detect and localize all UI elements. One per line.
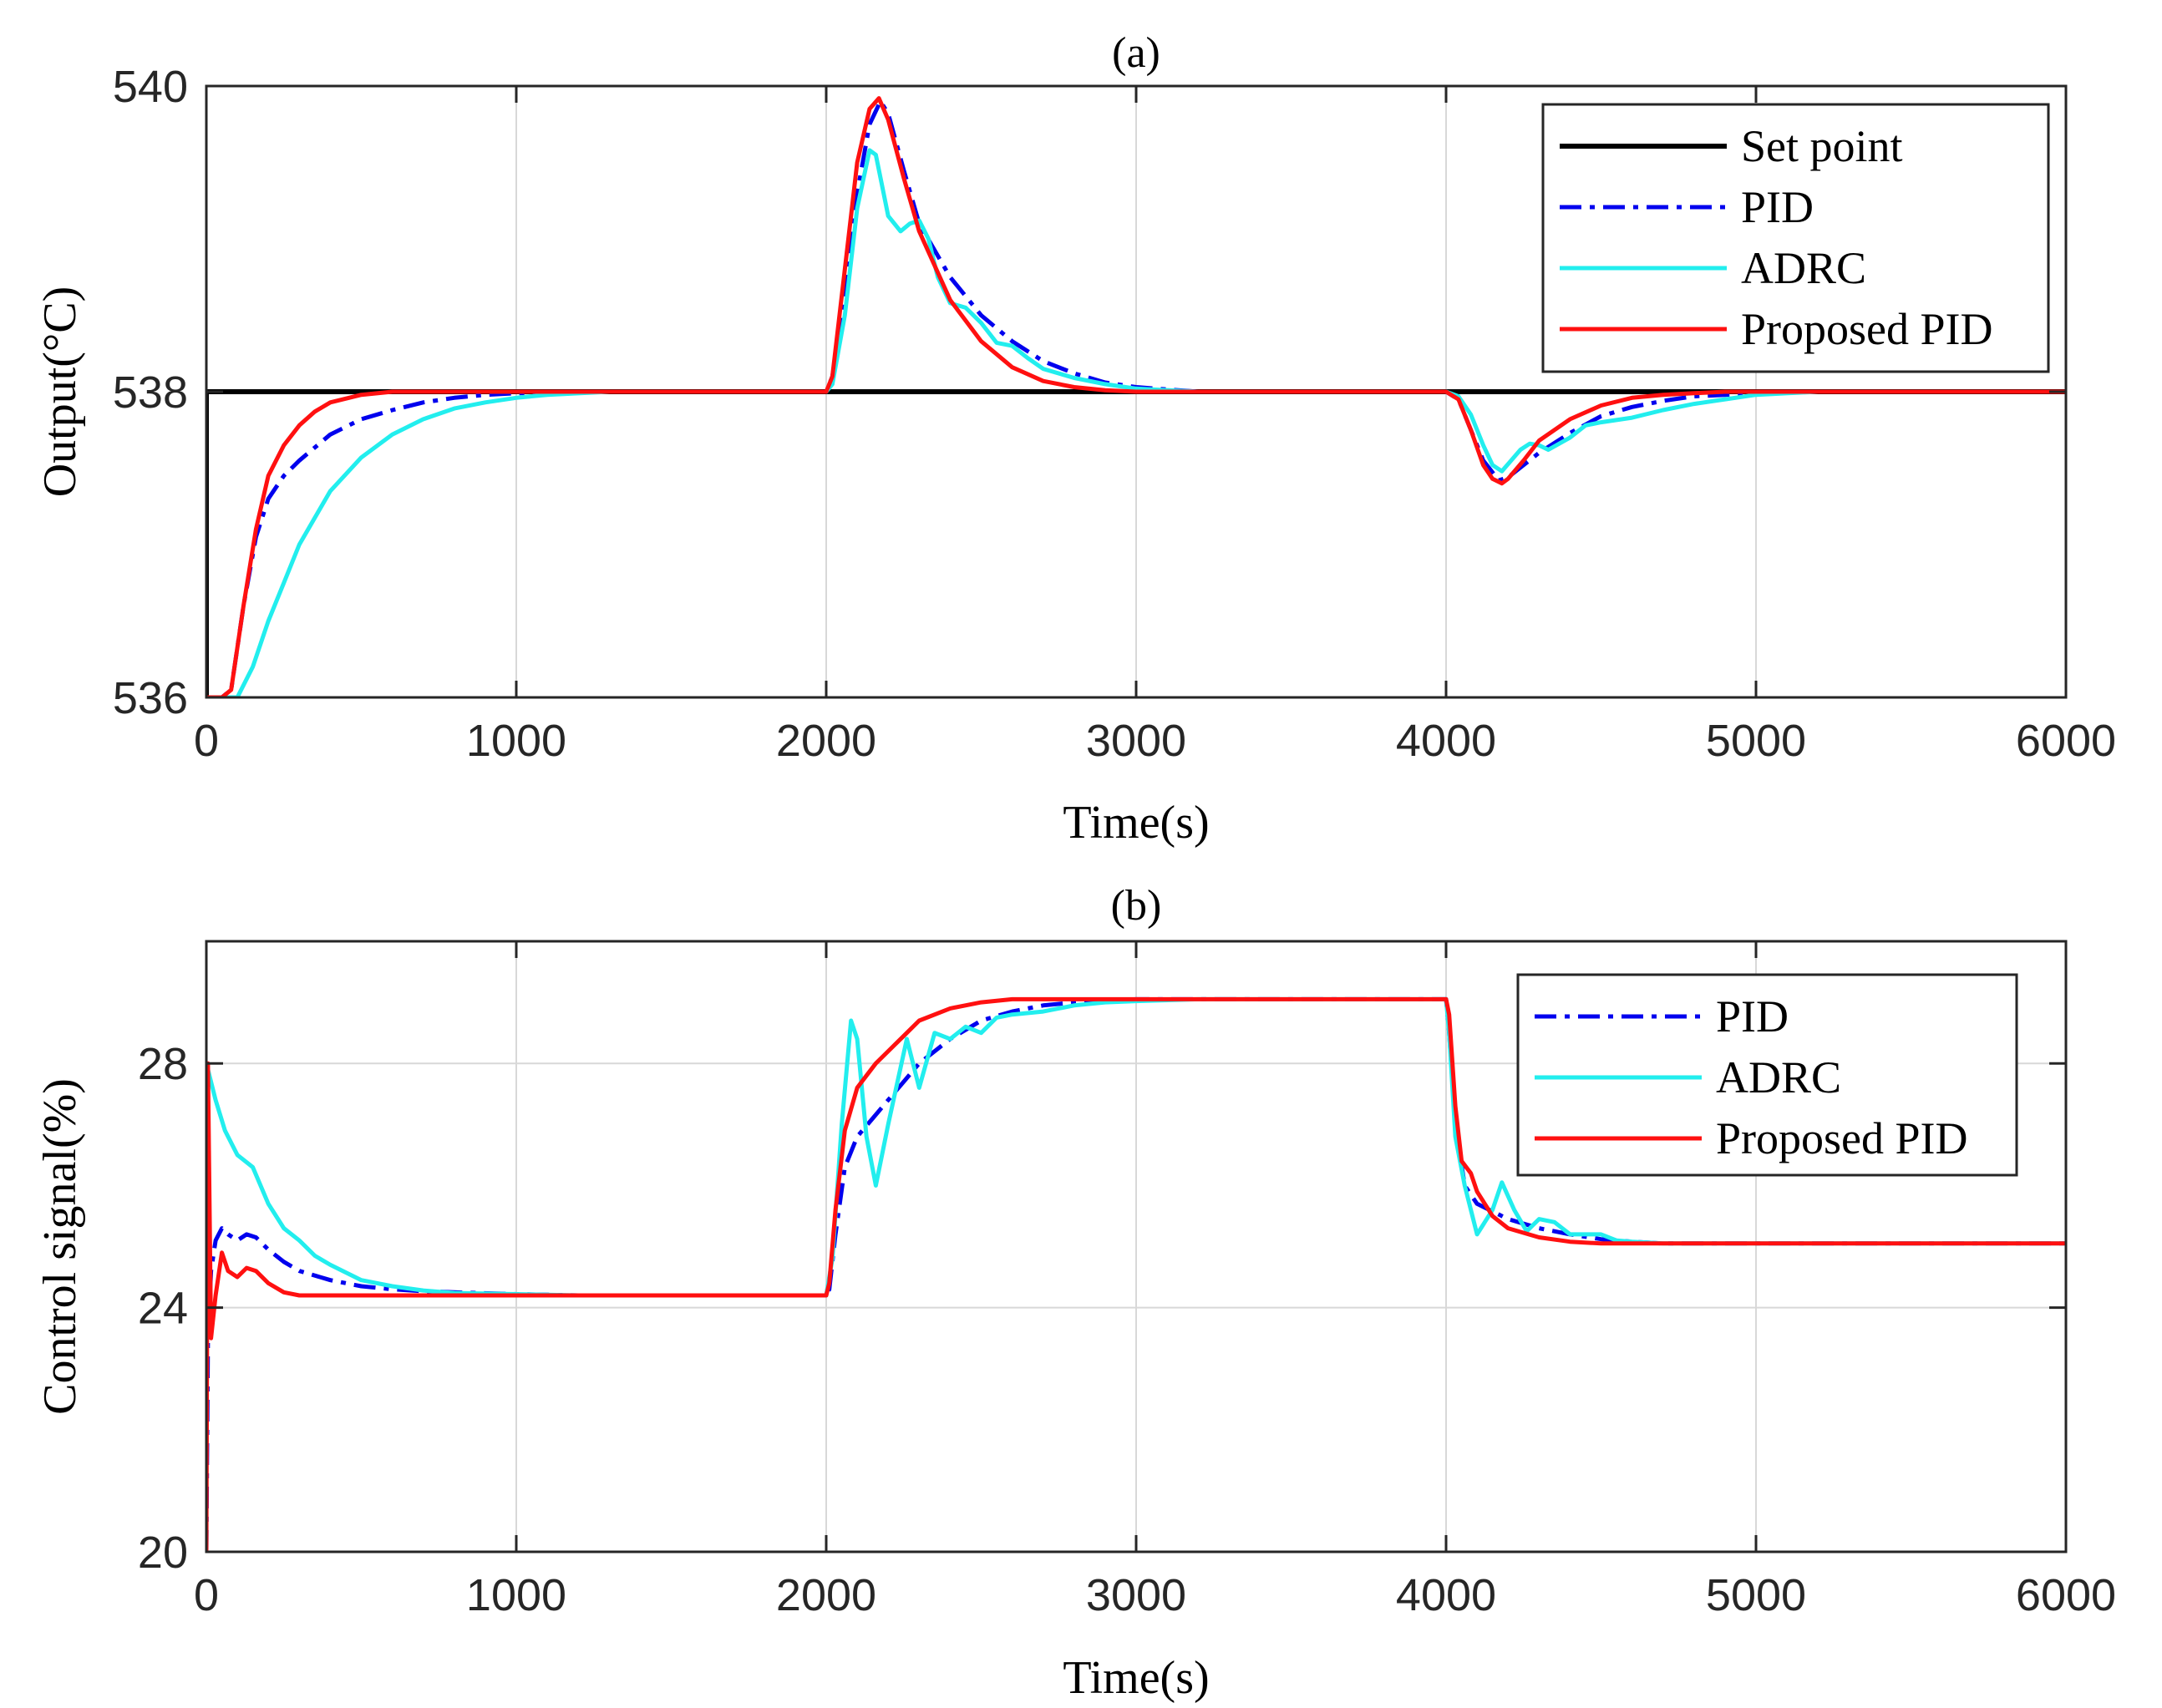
series-pid — [206, 996, 2066, 1552]
chart-title: (a) — [1112, 29, 1160, 77]
y-tick-label: 28 — [138, 1039, 188, 1089]
legend-label: PID — [1716, 991, 1789, 1042]
legend-label: Proposed PID — [1716, 1113, 1968, 1163]
x-axis-label: Time(s) — [1063, 1652, 1209, 1704]
x-tick-label: 4000 — [1396, 1570, 1496, 1620]
series-group — [206, 996, 2066, 1552]
x-tick-label: 4000 — [1396, 716, 1496, 766]
series-pid — [206, 99, 2066, 697]
legend-label: PID — [1741, 182, 1814, 232]
series-proposed-pid — [206, 996, 2066, 1552]
legend: Set point PID ADRC Proposed PID — [1541, 103, 2050, 373]
series-adrc — [206, 996, 2066, 1298]
x-tick-label: 1000 — [466, 716, 566, 766]
y-tick-label: 538 — [113, 367, 188, 418]
legend-label: Set point — [1741, 121, 1903, 171]
x-tick-label: 6000 — [2016, 716, 2116, 766]
legend-label: ADRC — [1716, 1052, 1841, 1102]
x-tick-label: 1000 — [466, 1570, 566, 1620]
x-tick-label: 2000 — [776, 1570, 876, 1620]
y-tick-label: 540 — [113, 62, 188, 112]
chart-a: 0 1000 2000 3000 4000 5000 6000 536 538 540 (a) Tim… — [34, 29, 2116, 849]
chart-b: 0 1000 2000 3000 4000 5000 6000 20 24 28 (b) Time(s… — [34, 882, 2116, 1704]
series-group — [206, 96, 2066, 697]
y-tick-label: 20 — [138, 1528, 188, 1578]
x-tick-label: 2000 — [776, 716, 876, 766]
y-axis-label: Control signal(%) — [34, 1078, 86, 1415]
series-adrc — [206, 148, 2066, 697]
x-tick-label: 5000 — [1706, 716, 1806, 766]
legend-box — [1516, 973, 2018, 1177]
legend-label: Proposed PID — [1741, 304, 1993, 354]
x-tick-label: 6000 — [2016, 1570, 2116, 1620]
x-tick-label: 3000 — [1086, 1570, 1186, 1620]
x-tick-label: 0 — [194, 1570, 219, 1620]
y-axis-label: Output(°C) — [34, 286, 86, 498]
x-axis-label: Time(s) — [1063, 797, 1209, 849]
legend: PID ADRC Proposed PID — [1516, 973, 2018, 1177]
x-tick-label: 0 — [194, 716, 219, 766]
series-proposed-pid — [206, 96, 2066, 697]
y-tick-label: 536 — [113, 673, 188, 723]
legend-label: ADRC — [1741, 243, 1866, 293]
chart-title: (b) — [1111, 882, 1162, 930]
x-tick-label: 5000 — [1706, 1570, 1806, 1620]
y-tick-label: 24 — [138, 1284, 188, 1334]
x-tick-label: 3000 — [1086, 716, 1186, 766]
